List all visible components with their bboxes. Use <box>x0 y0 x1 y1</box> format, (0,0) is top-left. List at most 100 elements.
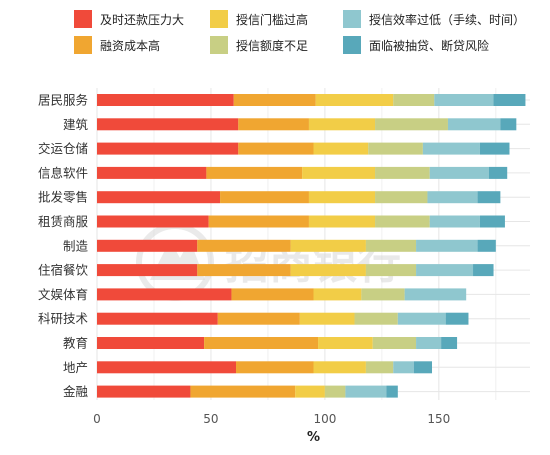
legend-item: 及时还款压力大 <box>74 9 184 29</box>
x-tick-label: 50 <box>203 412 218 426</box>
bar-segment <box>416 239 478 252</box>
bar-segment <box>290 264 366 277</box>
bar-segment <box>479 215 505 228</box>
bar-segment <box>372 337 417 349</box>
bar-segment <box>427 191 478 204</box>
bar-segment <box>208 215 309 228</box>
bar-segment <box>97 94 234 106</box>
bar-segment <box>97 312 218 325</box>
bar-segment <box>315 94 394 106</box>
legend-item: 面临被抽贷、断贷风险 <box>343 35 489 55</box>
bar-segment <box>238 142 314 155</box>
bar-segment <box>386 385 398 398</box>
bar-segment <box>204 337 319 349</box>
bar-segment <box>429 215 480 228</box>
legend-item: 授信效率过低（手续、时间） <box>343 9 525 29</box>
legend-swatch <box>343 36 361 54</box>
bar-segment <box>97 337 205 349</box>
legend-label: 融资成本高 <box>100 38 161 53</box>
bar-segment <box>361 288 405 301</box>
bar-segment <box>197 264 291 277</box>
bar-segment <box>97 361 237 374</box>
category-label: 信息软件 <box>38 165 88 180</box>
bar-segment <box>447 118 501 131</box>
bar-segment <box>231 288 314 301</box>
bar-segment <box>345 385 387 398</box>
category-labels: 居民服务建筑交运仓储信息软件批发零售租赁商服制造住宿餐饮文娱体育科研技术教育地产… <box>38 93 89 400</box>
bar-segment <box>354 312 398 325</box>
bar-segment <box>416 337 442 349</box>
bar-segment <box>365 264 417 277</box>
bar-segment <box>429 166 489 179</box>
bar-segment <box>416 264 474 277</box>
legend-label: 授信额度不足 <box>236 38 309 53</box>
bar-segment <box>413 361 433 374</box>
category-label: 地产 <box>63 360 88 375</box>
bar-segment <box>441 337 458 349</box>
bar-segment <box>238 118 309 131</box>
legend-swatch <box>74 36 92 54</box>
bar-segment <box>97 264 198 277</box>
legend-label: 及时还款压力大 <box>100 12 185 27</box>
bar-segment <box>393 94 435 106</box>
category-label: 金融 <box>63 384 89 399</box>
bar-segment <box>97 239 198 252</box>
bar-segment <box>97 118 239 131</box>
bar-segment <box>375 118 448 131</box>
x-axis-title: % <box>307 430 320 445</box>
bar-segment <box>302 166 376 179</box>
category-label: 制造 <box>63 238 89 253</box>
bar-segment <box>97 215 209 228</box>
bar-segment <box>365 361 394 374</box>
bar-segment <box>313 361 366 374</box>
bar-segment <box>236 361 314 374</box>
category-label: 文娱体育 <box>38 287 88 302</box>
bar-segment <box>233 94 316 106</box>
bar-segment <box>308 215 376 228</box>
bar-segment <box>324 385 346 398</box>
bar-segment <box>445 312 469 325</box>
bar-segment <box>375 191 428 204</box>
bar-segment <box>422 142 480 155</box>
bar-segment <box>397 312 446 325</box>
legend-label: 授信门槛过高 <box>236 12 309 27</box>
category-label: 教育 <box>63 336 88 351</box>
legend-label: 授信效率过低（手续、时间） <box>369 12 526 27</box>
bar-segment <box>473 264 494 277</box>
bar-segment <box>500 118 517 131</box>
bar-segment <box>375 166 430 179</box>
bar-segment <box>217 312 300 325</box>
category-label: 建筑 <box>63 117 89 132</box>
bar-segment <box>365 239 417 252</box>
legend: 及时还款压力大 融资成本高 授信门槛过高 授信额度不足 授信效率过低（手续、时间） 面临被… <box>0 0 550 70</box>
bar-segment <box>434 94 494 106</box>
legend-item: 融资成本高 <box>74 35 160 55</box>
bar-segment <box>220 191 309 204</box>
bar-segment <box>97 142 239 155</box>
x-tick-label: 150 <box>427 412 450 426</box>
bar-segment <box>313 142 369 155</box>
bar-segment <box>295 385 325 398</box>
bar-segment <box>404 288 467 301</box>
legend-swatch <box>74 10 92 28</box>
bar-segment <box>190 385 296 398</box>
legend-item: 授信门槛过高 <box>210 9 308 29</box>
bar-segment <box>308 191 376 204</box>
x-ticks: 0 50 100 150 <box>93 412 450 426</box>
bar-segment <box>368 142 423 155</box>
bars <box>97 94 526 398</box>
x-tick-label: 100 <box>313 412 336 426</box>
category-label: 批发零售 <box>38 190 88 205</box>
bank-logo-icon <box>136 223 214 301</box>
legend-swatch <box>210 10 228 28</box>
bar-segment <box>97 385 191 398</box>
bar-segment <box>308 118 376 131</box>
legend-item: 授信额度不足 <box>210 35 308 55</box>
bar-segment <box>313 288 362 301</box>
legend-label: 面临被抽贷、断贷风险 <box>369 38 490 53</box>
bar-segment <box>477 191 501 204</box>
bar-segment <box>97 166 207 179</box>
category-label: 居民服务 <box>38 93 88 108</box>
legend-swatch <box>210 36 228 54</box>
category-label: 租赁商服 <box>38 214 89 229</box>
